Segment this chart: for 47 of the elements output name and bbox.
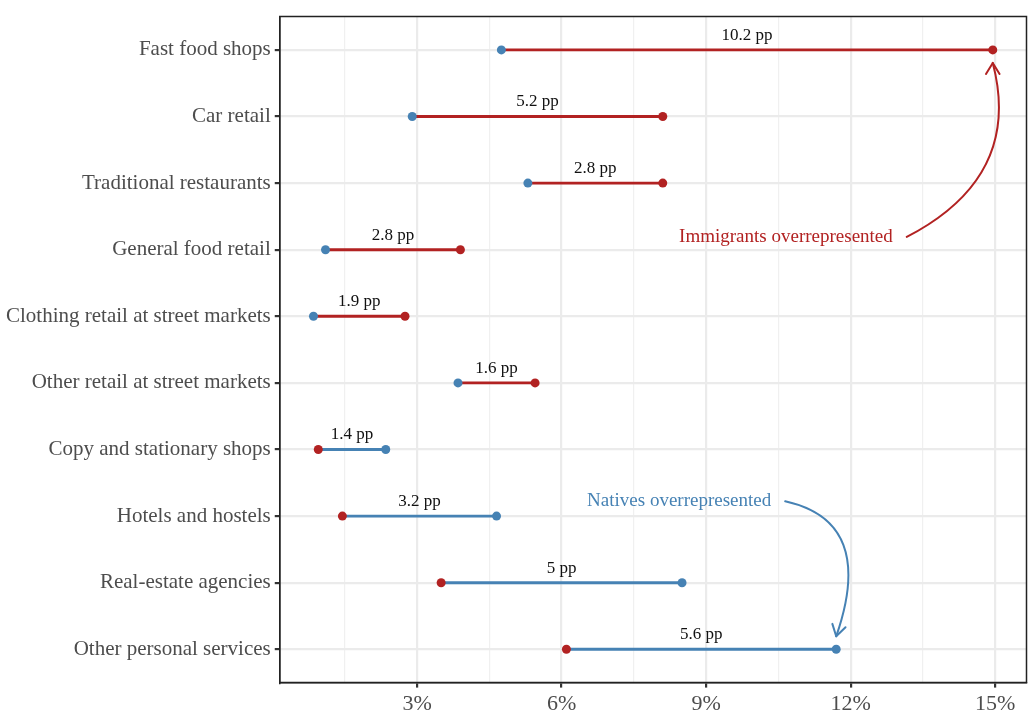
point <box>523 178 533 188</box>
y-tick-label: Traditional restaurants <box>81 169 271 194</box>
point <box>658 112 668 121</box>
point <box>988 45 998 55</box>
point <box>561 644 571 654</box>
point <box>407 112 417 121</box>
point <box>400 311 410 321</box>
x-tick-label: 15% <box>975 689 1016 715</box>
data-label: 1.9 pp <box>338 291 381 311</box>
data-label: 2.8 pp <box>371 224 415 244</box>
annotation: Natives overrepresented <box>587 489 772 511</box>
point <box>658 178 668 188</box>
y-tick-label: Other personal services <box>73 635 271 660</box>
y-tick-label: Hotels and hostels <box>116 502 271 527</box>
point <box>436 578 446 588</box>
x-tick-label: 12% <box>830 689 871 715</box>
data-label: 5.6 pp <box>680 624 723 644</box>
y-tick-label: General food retail <box>112 236 271 261</box>
point <box>455 245 465 255</box>
point <box>308 311 318 321</box>
data-label: 5 pp <box>546 557 577 577</box>
point <box>831 644 841 654</box>
data-label: 2.8 pp <box>574 158 617 178</box>
y-tick-label: Car retail <box>192 103 271 128</box>
data-label: 1.6 pp <box>475 357 518 377</box>
y-tick-label: Other retail at street markets <box>31 369 271 394</box>
y-tick-label: Clothing retail at street markets <box>5 302 271 327</box>
point <box>496 45 506 55</box>
point <box>530 378 540 388</box>
data-label: 5.2 pp <box>516 91 559 111</box>
x-tick-label: 3% <box>402 689 432 715</box>
point <box>337 511 347 521</box>
y-tick-label: Copy and stationary shops <box>48 436 271 461</box>
data-label: 1.4 pp <box>330 424 374 444</box>
y-tick-label: Fast food shops <box>138 36 271 61</box>
x-tick-label: 9% <box>691 689 721 715</box>
point <box>313 445 323 454</box>
point <box>381 445 391 454</box>
point <box>677 578 687 588</box>
point <box>321 245 331 255</box>
annotation: Immigrants overrepresented <box>679 224 894 246</box>
y-tick-label: Real-estate agencies <box>99 569 271 594</box>
x-tick-label: 6% <box>546 689 577 715</box>
point <box>492 511 502 521</box>
data-label: 3.2 pp <box>398 491 441 511</box>
data-label: 10.2 pp <box>721 24 773 44</box>
point <box>453 378 463 388</box>
